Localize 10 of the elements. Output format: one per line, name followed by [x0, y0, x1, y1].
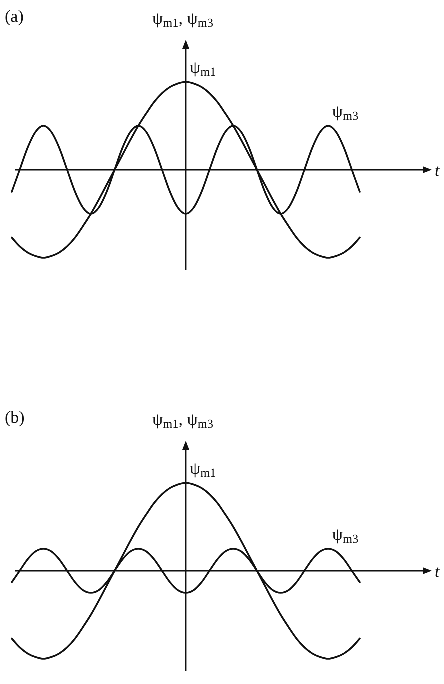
- y-axis-title: ψ$_{m1}$, ψ$_{m3}$: [152, 9, 214, 30]
- y-axis-title: ψ$_{m1}$, ψ$_{m3}$: [152, 410, 214, 431]
- series-label: ψ$_{m3}$: [332, 102, 359, 123]
- chart-title: (b): [5, 408, 25, 427]
- legend-label: ψ$_{m1}$: [190, 58, 216, 79]
- x-axis-title: t: [435, 161, 441, 180]
- chart-title: (a): [5, 7, 24, 26]
- x-axis-title: t: [435, 562, 441, 581]
- series-label: ψ$_{m3}$: [332, 525, 359, 546]
- legend-label: ψ$_{m1}$: [190, 459, 216, 480]
